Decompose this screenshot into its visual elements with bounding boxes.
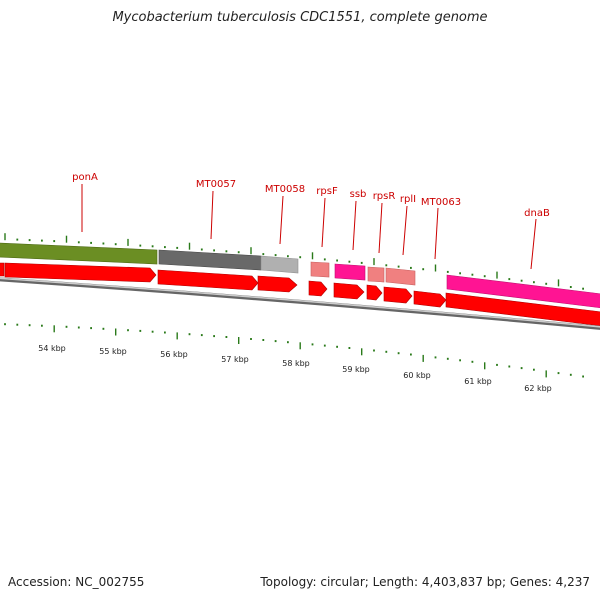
gene-leader-lines xyxy=(81,184,537,270)
cds-arrow-1[interactable] xyxy=(0,262,5,277)
genome-backbone xyxy=(0,277,600,330)
cds-arrow-2[interactable] xyxy=(4,262,157,283)
kbp-label-61: 61 kbp xyxy=(464,377,492,386)
topology-summary: Topology: circular; Length: 4,403,837 bp… xyxy=(260,575,590,589)
cds-arrow-8[interactable] xyxy=(383,286,413,304)
accession-text: Accession: NC_002755 xyxy=(8,575,145,589)
lower-tick-row xyxy=(4,323,584,378)
feature-band-MT0057[interactable] xyxy=(158,249,262,271)
kbp-label-56: 56 kbp xyxy=(160,350,188,359)
kbp-label-62: 62 kbp xyxy=(524,384,552,393)
genome-backbone-highlight xyxy=(0,277,600,328)
leader-dnaB xyxy=(530,218,537,270)
leader-rpsF xyxy=(321,197,326,248)
kbp-label-58: 58 kbp xyxy=(282,359,310,368)
leader-rpsR xyxy=(378,202,383,254)
leader-MT0057 xyxy=(210,190,214,240)
map-title: Mycobacterium tuberculosis CDC1551, comp… xyxy=(112,10,488,25)
kbp-scale-labels: 54 kbp 55 kbp 56 kbp 57 kbp 58 kbp 59 kb… xyxy=(38,344,552,393)
gene-label-rpsF[interactable]: rpsF xyxy=(316,186,338,197)
gene-labels: ponA MT0057 MT0058 rpsF ssb rpsR rplI MT… xyxy=(72,172,550,219)
gene-label-rplI[interactable]: rplI xyxy=(400,194,416,205)
cds-arrow-7[interactable] xyxy=(366,284,383,301)
gene-label-rpsR[interactable]: rpsR xyxy=(373,191,396,202)
gene-label-MT0057[interactable]: MT0057 xyxy=(196,179,236,190)
feature-band-rpsR[interactable] xyxy=(367,266,385,283)
feature-band-rplI[interactable] xyxy=(385,267,416,286)
feature-band-ssb[interactable] xyxy=(334,263,366,281)
cds-arrow-10[interactable] xyxy=(445,292,600,327)
cds-arrow-6[interactable] xyxy=(333,282,365,300)
leader-MT0058 xyxy=(279,195,284,245)
feature-band-rpsF[interactable] xyxy=(310,261,330,278)
cds-arrow-9[interactable] xyxy=(413,290,447,308)
kbp-label-59: 59 kbp xyxy=(342,365,370,374)
feature-band-track xyxy=(0,242,600,309)
gene-label-MT0063[interactable]: MT0063 xyxy=(421,197,461,208)
cds-arrow-track xyxy=(0,262,600,327)
cds-arrow-5[interactable] xyxy=(308,280,328,297)
leader-ssb xyxy=(352,200,357,251)
gene-label-ssb[interactable]: ssb xyxy=(350,189,367,200)
feature-band-MT0058[interactable] xyxy=(260,255,299,274)
gene-label-ponA[interactable]: ponA xyxy=(72,172,98,183)
leader-MT0063 xyxy=(434,207,439,260)
upper-tick-row xyxy=(4,233,584,290)
kbp-label-54: 54 kbp xyxy=(38,344,66,353)
feature-band-dnaB[interactable] xyxy=(446,274,600,309)
kbp-label-55: 55 kbp xyxy=(99,347,127,356)
gene-label-dnaB[interactable]: dnaB xyxy=(524,208,550,219)
leader-rplI xyxy=(402,205,408,256)
cds-arrow-3[interactable] xyxy=(157,269,259,291)
kbp-label-57: 57 kbp xyxy=(221,355,249,364)
cds-arrow-4[interactable] xyxy=(257,275,298,293)
feature-band-ponA[interactable] xyxy=(0,242,158,265)
gene-label-MT0058[interactable]: MT0058 xyxy=(265,184,305,195)
kbp-label-60: 60 kbp xyxy=(403,371,431,380)
